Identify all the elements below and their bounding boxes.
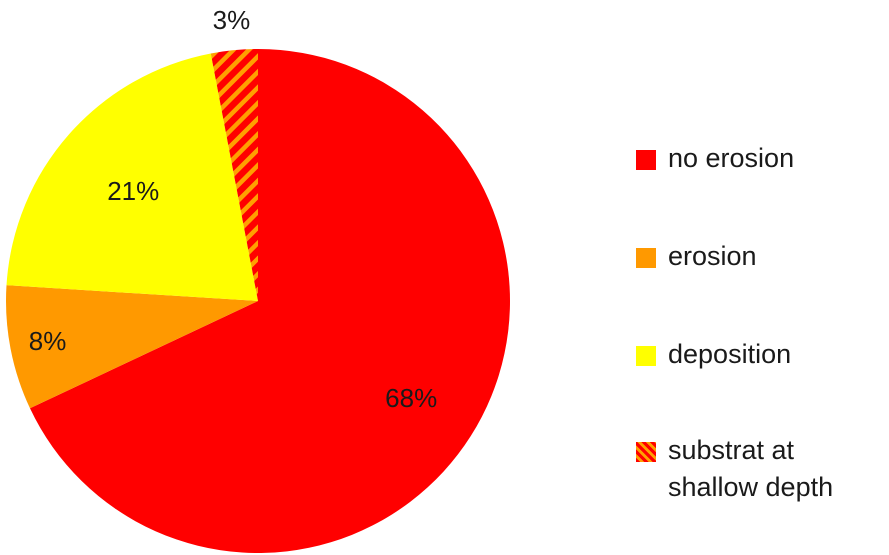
- pie-slice-deposition: [6, 53, 258, 302]
- slice-label-deposition: 21%: [107, 176, 159, 206]
- legend-item-no-erosion: no erosion: [636, 140, 794, 177]
- legend-label-deposition: deposition: [668, 339, 792, 369]
- legend-item-deposition: deposition: [636, 336, 791, 373]
- legend-swatch-deposition: [636, 346, 656, 366]
- pie-slice-labels: 68% 8% 21% 3%: [29, 5, 437, 413]
- legend-item-erosion: erosion: [636, 238, 757, 275]
- pie-slices: [5, 49, 511, 553]
- legend-label-no-erosion: no erosion: [668, 143, 795, 173]
- slice-label-substrat-at-shallow-depth: 3%: [213, 5, 251, 35]
- pie-slice-erosion: [5, 285, 258, 409]
- slice-label-no-erosion: 68%: [385, 383, 437, 413]
- legend-item-substrat-at-shallow-depth: substrat at shallow depth: [636, 432, 833, 506]
- slice-label-erosion: 8%: [29, 326, 67, 356]
- pie-slice-substrat-at-shallow-depth: [210, 49, 258, 301]
- legend-swatch-substrat-at-shallow-depth: [636, 442, 656, 462]
- legend-label-erosion: erosion: [668, 241, 757, 271]
- legend-swatch-no-erosion: [636, 150, 656, 170]
- legend-swatch-erosion: [636, 248, 656, 268]
- legend-label-substrat-at-shallow-depth: substrat at shallow depth: [668, 435, 834, 502]
- pie-slice-no-erosion: [29, 49, 511, 553]
